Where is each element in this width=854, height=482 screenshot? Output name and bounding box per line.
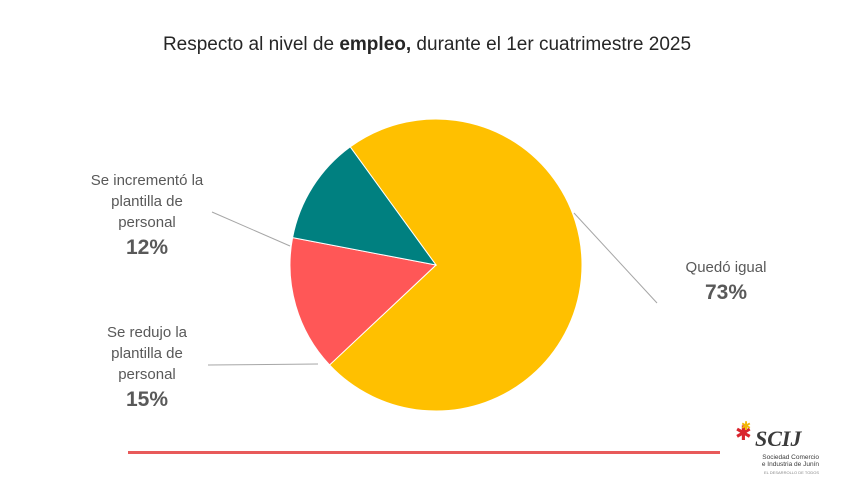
slice-se-incremento (292, 146, 438, 266)
chart-title: Respecto al nivel de empleo, durante el … (0, 34, 854, 56)
label-incremento-pct: 12% (125, 236, 169, 259)
label-incremento: Se incrementó la plantilla de personal 1… (68, 170, 226, 263)
label-igual-line1: Quedó igual (685, 259, 767, 276)
scij-logo: ✱ ✱ SCIJ Sociedad Comercio e Industria d… (731, 420, 821, 482)
logo-tagline: EL DESARROLLO DE TODOS (763, 470, 819, 475)
slice-se-redujo (289, 237, 438, 366)
logo-flower-small-icon: ✱ (741, 419, 752, 433)
logo-flower-icon: ✱ (735, 423, 752, 445)
leader-line-reduccion (207, 363, 319, 366)
label-reduccion-line2: plantilla de (111, 345, 183, 362)
label-igual-pct: 73% (704, 281, 748, 304)
bottom-divider (128, 451, 720, 454)
chart-title-bold: empleo, (339, 34, 412, 55)
logo-name: SCIJ (755, 426, 802, 451)
logo-subtitle-line2: e Industria de Junín (761, 461, 819, 468)
leader-line-incremento (211, 211, 291, 247)
label-reduccion-line1: Se redujo la (106, 324, 188, 341)
chart-title-post: durante el 1er cuatrimestre 2025 (411, 34, 692, 55)
label-incremento-line3: personal (118, 214, 176, 231)
label-incremento-line2: plantilla de (111, 193, 183, 210)
label-reduccion-pct: 15% (125, 388, 169, 411)
chart-title-pre: Respecto al nivel de (162, 34, 340, 55)
label-igual: Quedó igual 73% (656, 257, 796, 308)
logo-subtitle: Sociedad Comercio e Industria de Junín (743, 454, 819, 468)
slice-quedo-igual (328, 118, 583, 412)
logo-subtitle-line1: Sociedad Comercio (762, 454, 819, 461)
label-reduccion-line3: personal (118, 366, 176, 383)
label-incremento-line1: Se incrementó la (90, 172, 204, 189)
leader-line-igual (573, 212, 658, 304)
label-reduccion: Se redujo la plantilla de personal 15% (78, 322, 216, 415)
